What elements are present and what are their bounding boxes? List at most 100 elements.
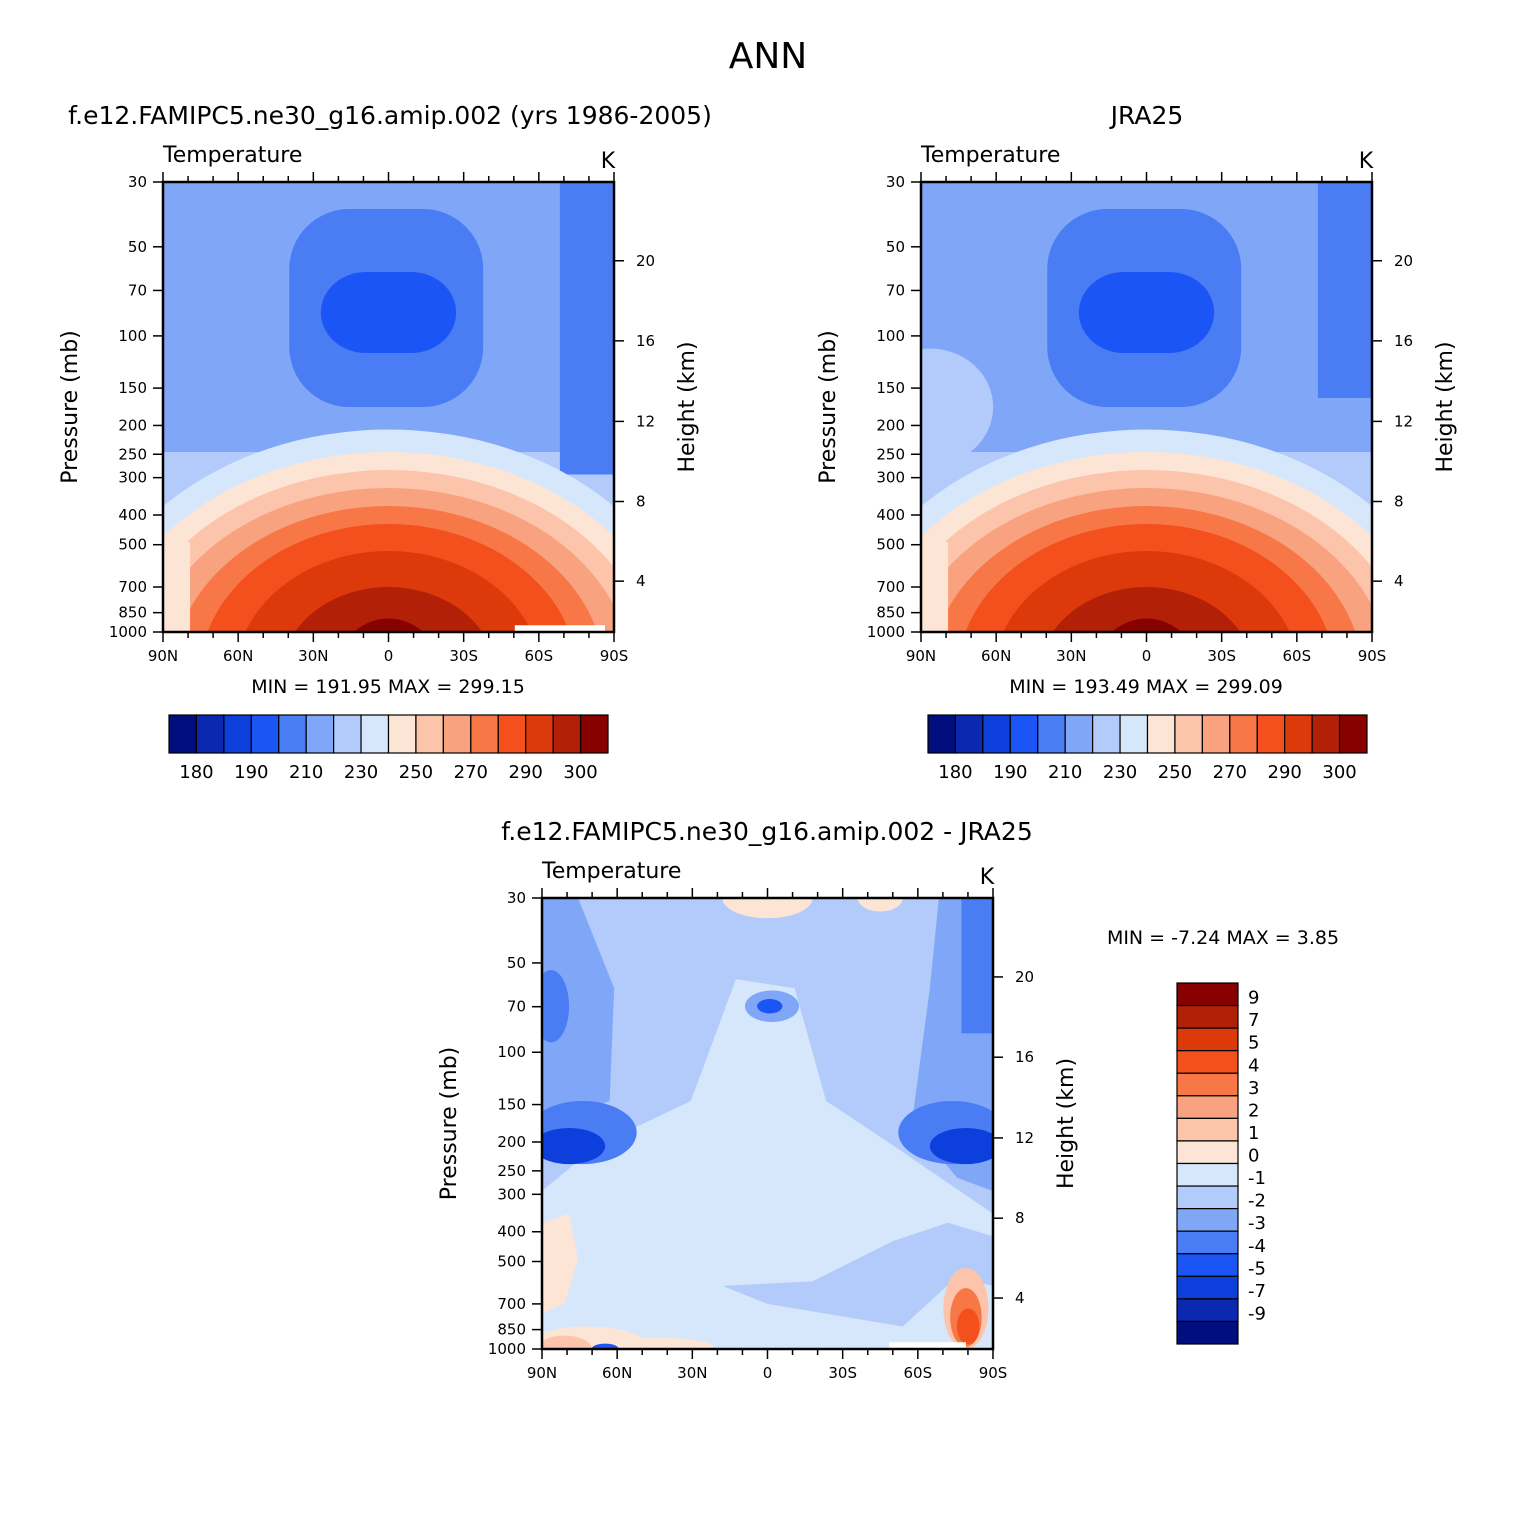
colorbar-swatch <box>1176 1050 1239 1074</box>
colorbar-label: 0 <box>1248 1146 1259 1167</box>
contour-band <box>921 542 949 632</box>
y-tick-label: 100 <box>876 327 905 345</box>
colorbar-swatch <box>525 714 554 754</box>
colorbar-swatch <box>1176 1320 1239 1345</box>
y-tick-label: 1000 <box>488 1340 526 1358</box>
colorbar-swatch <box>1176 1162 1239 1187</box>
y2-tick-label: 12 <box>636 412 655 430</box>
colorbar-label: 210 <box>289 762 323 783</box>
y2-tick-label: 16 <box>1015 1048 1034 1066</box>
contour-band <box>1111 618 1182 632</box>
colorbar-label: -9 <box>1248 1303 1266 1324</box>
y2-tick-label: 4 <box>1394 572 1404 590</box>
y-tick-label: 50 <box>128 238 147 256</box>
variable-label: Temperature <box>541 859 681 884</box>
x-tick-label: 30S <box>1207 647 1236 665</box>
colorbar-swatch <box>223 714 252 754</box>
colorbar-label: 7 <box>1248 1010 1259 1031</box>
x-tick-label: 30N <box>677 1364 707 1382</box>
x-tick-label: 60N <box>602 1364 632 1382</box>
y-axis-label: Pressure (mb) <box>816 330 841 484</box>
colorbar-swatch <box>415 714 444 754</box>
contour-band <box>559 182 614 475</box>
colorbar-label: -7 <box>1248 1281 1266 1302</box>
y-tick-label: 30 <box>886 173 905 191</box>
y2-tick-label: 8 <box>1015 1209 1025 1227</box>
y-tick-label: 700 <box>118 578 147 596</box>
x-tick-label: 90N <box>148 647 178 665</box>
y-tick-label: 200 <box>876 416 905 434</box>
colorbar-label: 180 <box>179 762 213 783</box>
x-tick-label: 90S <box>1358 647 1387 665</box>
y-tick-label: 500 <box>876 536 905 554</box>
contour-band <box>722 1222 993 1327</box>
y2-tick-label: 8 <box>1394 493 1404 511</box>
colorbar-swatch <box>1311 714 1341 754</box>
contour-band <box>1317 182 1372 398</box>
y2-tick-label: 16 <box>1394 332 1413 350</box>
contour-band <box>542 898 615 1147</box>
colorbar-swatch <box>1229 714 1258 754</box>
colorbar-swatch <box>168 714 198 754</box>
y-tick-label: 150 <box>876 379 905 397</box>
x-tick-label: 60N <box>981 647 1011 665</box>
colorbar-swatch <box>195 714 225 754</box>
colorbar-swatch <box>1119 714 1149 754</box>
contour-band <box>857 898 903 912</box>
contour-band <box>542 970 570 1043</box>
colorbar-label: 3 <box>1248 1078 1259 1099</box>
colorbar-swatch <box>1009 714 1039 754</box>
colorbar-label: 290 <box>509 762 543 783</box>
y2-tick-label: 8 <box>636 493 646 511</box>
y-axis-label: Pressure (mb) <box>437 1047 462 1201</box>
colorbar-label: -2 <box>1248 1191 1266 1212</box>
colorbar-swatch <box>305 714 335 754</box>
contour-band <box>542 1335 592 1349</box>
y-tick-label: 70 <box>886 281 905 299</box>
colorbar-label: -3 <box>1248 1213 1266 1234</box>
y-tick-label: 300 <box>876 469 905 487</box>
colorbar-swatch <box>1146 714 1176 754</box>
figure-title: ANN <box>729 36 808 77</box>
x-tick-label: 0 <box>1142 647 1152 665</box>
colorbar-swatch <box>1176 1117 1239 1142</box>
missing-data <box>889 1342 966 1349</box>
x-tick-label: 60S <box>904 1364 933 1382</box>
panel-difference: f.e12.FAMIPC5.ne30_g16.amip.002 - JRA25 … <box>437 817 1339 1382</box>
x-tick-label: 60S <box>1283 647 1312 665</box>
x-tick-label: 90N <box>906 647 936 665</box>
x-tick-label: 30N <box>298 647 328 665</box>
contour-band <box>1078 272 1215 353</box>
colorbar-label: 4 <box>1248 1055 1259 1076</box>
y2-tick-label: 20 <box>1015 968 1034 986</box>
y2-tick-label: 4 <box>1015 1289 1025 1307</box>
contour-band <box>591 1343 619 1349</box>
colorbar-swatch <box>954 714 984 754</box>
y-tick-label: 700 <box>497 1295 526 1313</box>
y-tick-label: 250 <box>876 445 905 463</box>
colorbar-swatch <box>1037 714 1066 754</box>
y2-tick-label: 4 <box>636 572 646 590</box>
x-tick-label: 0 <box>763 1364 773 1382</box>
colorbar-swatch <box>1201 714 1231 754</box>
contour-fills <box>921 182 1372 632</box>
contour-band <box>163 542 191 632</box>
y-tick-label: 850 <box>876 604 905 622</box>
colorbar-swatch <box>927 714 957 754</box>
contour-band <box>542 1213 579 1313</box>
y-tick-label: 300 <box>497 1185 526 1203</box>
colorbar-swatch <box>1176 1275 1239 1300</box>
y-tick-label: 400 <box>876 506 905 524</box>
contour-band <box>921 348 994 466</box>
contour-band <box>1052 587 1241 632</box>
y-tick-label: 200 <box>118 416 147 434</box>
x-tick-label: 30N <box>1056 647 1086 665</box>
colorbar-swatch <box>250 714 280 754</box>
contour-band <box>320 272 457 353</box>
colorbar-label: 230 <box>344 762 378 783</box>
colorbar-swatch <box>1176 1298 1239 1323</box>
colorbar-label: 250 <box>399 762 433 783</box>
y2-axis-label: Height (km) <box>1054 1058 1079 1189</box>
colorbar-label: 9 <box>1248 988 1259 1009</box>
y2-tick-label: 20 <box>1394 252 1413 270</box>
